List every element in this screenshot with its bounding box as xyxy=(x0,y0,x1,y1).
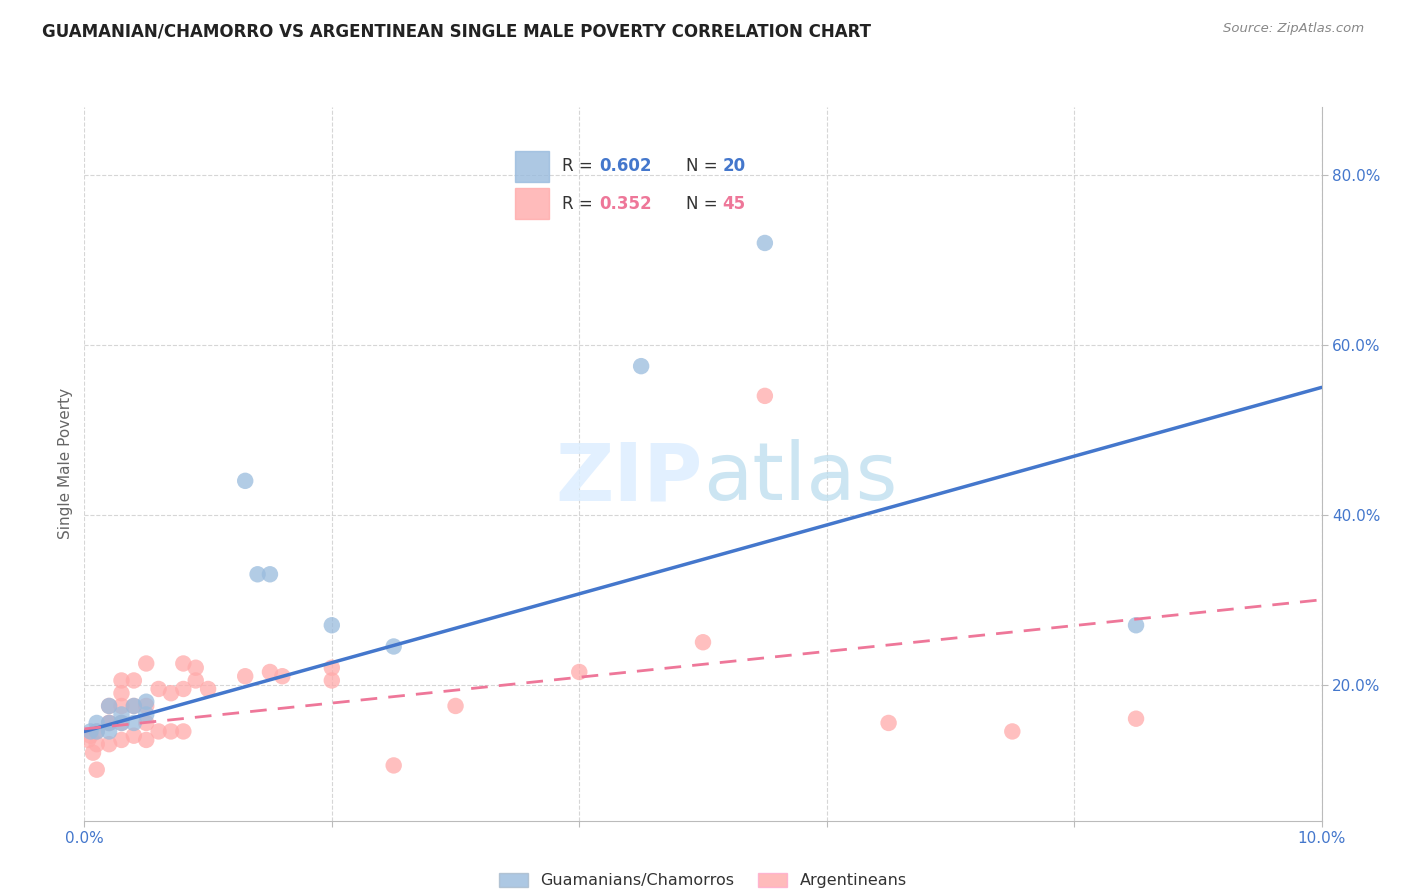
Point xyxy=(110,673,132,688)
Text: 0.602: 0.602 xyxy=(599,158,651,176)
Point xyxy=(110,715,132,730)
Point xyxy=(98,715,121,730)
Y-axis label: Single Male Poverty: Single Male Poverty xyxy=(58,388,73,540)
Point xyxy=(568,665,591,679)
Point xyxy=(122,698,145,713)
Point xyxy=(1125,712,1147,726)
Point xyxy=(382,758,405,772)
Point xyxy=(79,724,101,739)
Point xyxy=(160,686,183,700)
Point xyxy=(86,724,108,739)
Point xyxy=(321,673,343,688)
Text: 20: 20 xyxy=(723,158,745,176)
Text: 45: 45 xyxy=(723,194,745,212)
Point xyxy=(98,715,121,730)
Point xyxy=(135,698,157,713)
Point xyxy=(271,669,294,683)
Point xyxy=(86,763,108,777)
Bar xyxy=(516,152,550,182)
Point xyxy=(184,661,207,675)
Point xyxy=(86,715,108,730)
Point xyxy=(135,657,157,671)
Point xyxy=(110,715,132,730)
Point xyxy=(98,715,121,730)
Text: 0.352: 0.352 xyxy=(599,194,651,212)
Point xyxy=(259,665,281,679)
Point xyxy=(98,698,121,713)
Point xyxy=(172,724,194,739)
Point xyxy=(197,681,219,696)
Point xyxy=(135,733,157,747)
Text: GUAMANIAN/CHAMORRO VS ARGENTINEAN SINGLE MALE POVERTY CORRELATION CHART: GUAMANIAN/CHAMORRO VS ARGENTINEAN SINGLE… xyxy=(42,22,872,40)
Point xyxy=(110,733,132,747)
Point xyxy=(172,681,194,696)
Point xyxy=(630,359,652,373)
Point xyxy=(98,737,121,751)
Point xyxy=(877,715,900,730)
Point xyxy=(321,661,343,675)
Point xyxy=(122,715,145,730)
Point xyxy=(135,707,157,722)
Point xyxy=(135,715,157,730)
Point xyxy=(135,695,157,709)
Point xyxy=(754,389,776,403)
Point xyxy=(233,474,256,488)
Bar xyxy=(516,188,550,219)
Point xyxy=(122,698,145,713)
Point xyxy=(110,698,132,713)
Point xyxy=(79,729,101,743)
Text: R =: R = xyxy=(562,194,598,212)
Point xyxy=(692,635,714,649)
Text: N =: N = xyxy=(686,158,723,176)
Point xyxy=(259,567,281,582)
Legend: Guamanians/Chamorros, Argentineans: Guamanians/Chamorros, Argentineans xyxy=(492,866,914,892)
Text: N =: N = xyxy=(686,194,723,212)
Point xyxy=(444,698,467,713)
Point xyxy=(122,673,145,688)
Point xyxy=(754,235,776,250)
Point xyxy=(77,733,100,747)
Point xyxy=(160,724,183,739)
Point xyxy=(246,567,269,582)
Point xyxy=(321,618,343,632)
Point xyxy=(148,681,170,696)
Point xyxy=(1125,618,1147,632)
Point xyxy=(86,737,108,751)
Point xyxy=(122,729,145,743)
Point xyxy=(233,669,256,683)
Point xyxy=(110,707,132,722)
Point xyxy=(148,724,170,739)
Text: atlas: atlas xyxy=(703,439,897,517)
Point xyxy=(82,746,104,760)
Text: Source: ZipAtlas.com: Source: ZipAtlas.com xyxy=(1223,22,1364,36)
Point xyxy=(172,657,194,671)
Point xyxy=(98,724,121,739)
Point xyxy=(110,686,132,700)
Text: ZIP: ZIP xyxy=(555,439,703,517)
Point xyxy=(382,640,405,654)
Point xyxy=(98,698,121,713)
Point xyxy=(1001,724,1024,739)
Point xyxy=(184,673,207,688)
Text: R =: R = xyxy=(562,158,598,176)
Point xyxy=(86,724,108,739)
